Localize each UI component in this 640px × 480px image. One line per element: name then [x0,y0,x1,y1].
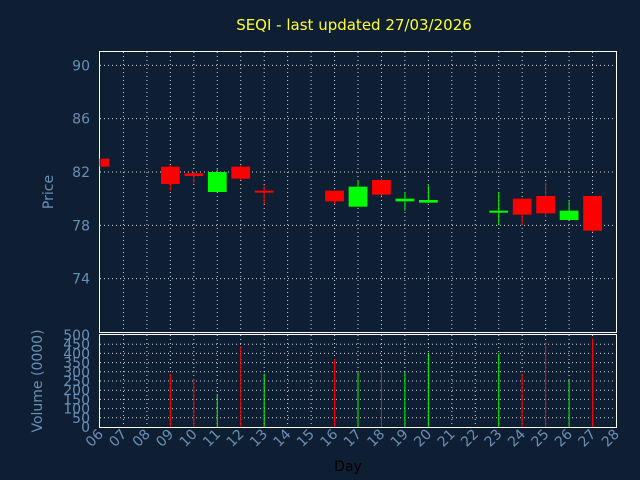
candle-body [348,186,368,207]
price-y-tick-label: 86 [72,112,90,128]
volume-y-tick-label: 200 [63,383,90,399]
volume-y-tick-label: 450 [63,337,90,353]
x-tick-label: 11 [200,427,224,451]
volume-y-tick-label: 50 [72,411,90,427]
price-y-tick-label: 74 [72,272,90,288]
candle-body [512,198,532,215]
price-y-tick-label: 90 [72,58,90,74]
price-axis-label: Price [41,175,57,209]
candle-body [184,173,204,176]
volume-y-tick-label: 400 [63,346,90,362]
x-tick-label: 22 [458,427,482,451]
x-tick-label: 24 [505,426,529,450]
x-tick-label: 18 [364,427,388,451]
volume-y-tick-label: 350 [63,356,90,372]
x-tick-label: 14 [271,426,295,450]
x-tick-label: 08 [130,427,154,451]
x-tick-label: 19 [388,427,412,451]
x-tick-label: 21 [435,427,459,451]
volume-plot-frame [99,334,617,428]
x-tick-label: 25 [529,427,553,451]
candles [99,158,602,232]
volume-y-tick-label: 500 [63,328,90,344]
volume-y-tick-label: 250 [63,374,90,390]
x-tick-label: 10 [177,427,201,451]
candle-body [160,166,180,184]
x-tick-label: 15 [294,427,318,451]
x-tick-label: 16 [317,426,341,450]
x-tick-label: 28 [599,427,623,451]
price-plot-frame [99,51,617,333]
x-tick-label: 26 [552,426,576,450]
candle-body [207,172,227,192]
candle-body [583,196,602,231]
candle-body [536,196,556,214]
x-tick-label: 09 [153,427,177,451]
candle-body [418,200,438,203]
x-axis-label: Day [334,459,362,475]
chart-title: SEQI - last updated 27/03/2026 [236,16,472,34]
candle-body [489,210,509,213]
x-tick-label: 13 [247,427,271,451]
volume-y-tick-label: 100 [63,402,90,418]
candle-body [254,190,274,193]
volume-y-tick-label: 0 [81,420,90,436]
x-tick-label: 17 [341,427,365,451]
price-y-tick-label: 78 [72,218,90,234]
volume-axis-label: Volume (0000) [30,329,46,432]
volume-bars [169,338,594,427]
volume-y-tick-label: 300 [63,365,90,381]
candle-body [559,210,579,220]
candle-body [101,158,110,167]
x-tick-label: 20 [411,427,435,451]
candle-body [372,180,391,195]
candle-body [231,166,251,179]
price-y-ticks: 74 78 82 86 90 [72,58,90,287]
x-tick-label: 07 [106,427,130,451]
candle-body [325,190,344,202]
price-y-tick-label: 82 [72,165,90,181]
x-tick-label: 12 [224,427,248,451]
candle-body [395,198,415,202]
x-tick-label: 27 [575,427,599,451]
x-tick-label: 23 [482,427,506,451]
x-ticks: 06 07 08 09 10 11 12 13 14 15 16 17 18 19 20 21 22 23 24 25… [83,426,623,450]
volume-y-tick-label: 150 [63,392,90,408]
